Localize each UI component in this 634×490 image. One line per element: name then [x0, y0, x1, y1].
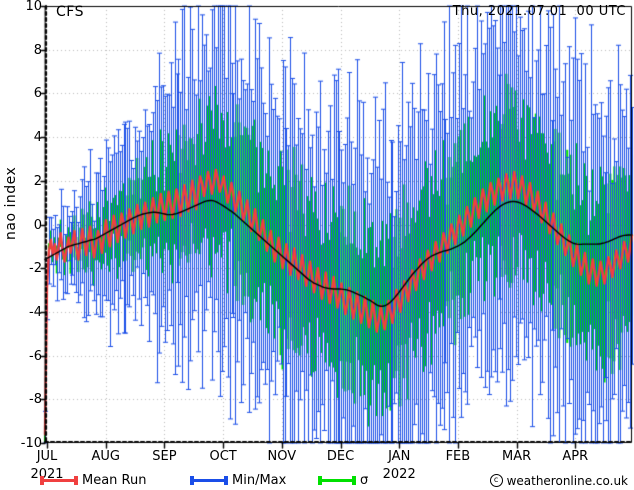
y-tick-label: 2 [33, 173, 42, 189]
y-tick-label: 8 [33, 42, 42, 58]
x-tick-label: APR [562, 449, 589, 464]
y-tick-label: -8 [29, 392, 42, 408]
y-tick-label: -10 [20, 436, 42, 451]
legend-swatch-icon [318, 475, 356, 486]
y-tick-label: 0 [33, 217, 42, 233]
legend-label: Mean Run [82, 473, 147, 488]
y-tick-label: 6 [33, 86, 42, 102]
y-tick-label: -6 [29, 348, 42, 364]
copyright-text: weatheronline.co.uk [506, 473, 628, 488]
legend-label: Min/Max [232, 473, 287, 488]
run-datetime-label: Thu, 2021.07.01 00 UTC [452, 4, 626, 19]
y-tick-label: -4 [29, 304, 42, 320]
legend-swatch-icon [40, 475, 78, 486]
x-tick-label: JUL [36, 449, 58, 464]
x-tick-label: NOV [267, 449, 297, 464]
chart-legend: c weatheronline.co.uk Mean Run Min/Max σ [0, 471, 634, 490]
x-tick-label: SEP [152, 449, 177, 464]
x-tick-label: MAR [502, 449, 532, 464]
y-tick-label: -2 [29, 261, 42, 277]
legend-mean-run: Mean Run [40, 471, 146, 490]
x-tick-label: FEB [445, 449, 471, 464]
legend-min-max: Min/Max [190, 471, 286, 490]
legend-swatch-icon [190, 475, 228, 486]
x-tick-label: OCT [209, 449, 237, 464]
x-tick-label: JAN [388, 449, 411, 464]
x-year-label: 2022 [382, 467, 416, 482]
model-label: CFS [56, 4, 84, 20]
x-tick-label: DEC [326, 449, 355, 464]
y-axis-tick-labels: 10 8 6 4 2 0 -2 -4 -6 -8 -10 [0, 0, 42, 490]
y-tick-label: 4 [33, 130, 42, 146]
x-year-label: 2021 [30, 467, 64, 482]
x-tick-label: AUG [91, 449, 120, 464]
legend-label: σ [360, 473, 369, 488]
copyright-icon: c [489, 474, 503, 487]
legend-sigma: σ [318, 471, 368, 490]
copyright-notice: c weatheronline.co.uk [489, 471, 628, 490]
y-tick-label: 10 [25, 0, 42, 14]
